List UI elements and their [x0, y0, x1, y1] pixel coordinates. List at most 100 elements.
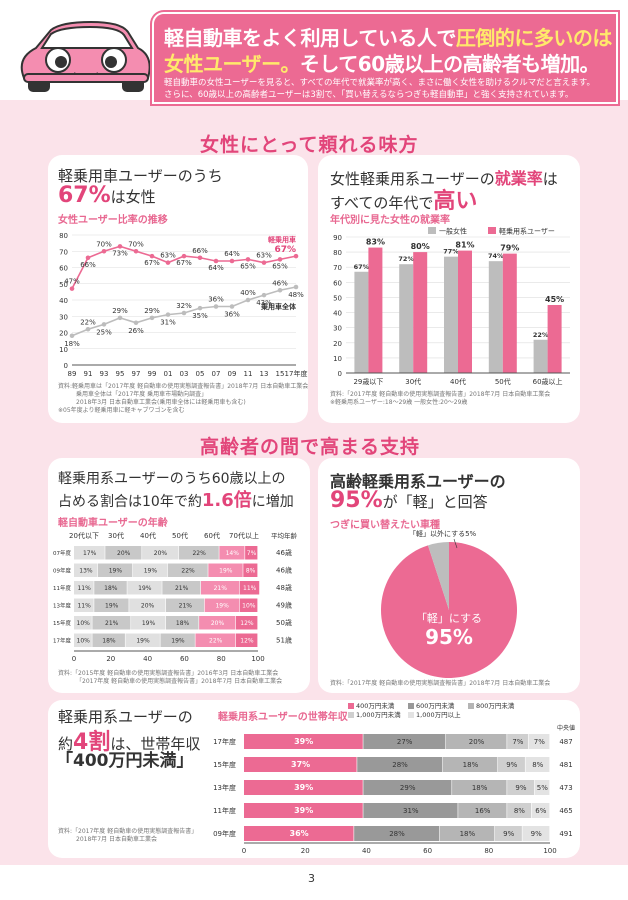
segment-label: 18%: [463, 761, 479, 769]
card5-source: 資料:「2017年度 軽自動車の使用実態調査報告書」 2018年7月 日本自動車…: [58, 828, 197, 844]
series-end-label: 軽乗用車: [268, 235, 296, 244]
data-label: 36%: [224, 311, 240, 319]
segment-label: 22%: [181, 568, 195, 575]
segment-label: 28%: [389, 830, 405, 838]
segment-label: 19%: [142, 620, 156, 627]
stack-segment: [363, 734, 446, 749]
data-point: [117, 315, 123, 321]
card-employment: 女性軽乗用系ユーザーの就業率は すべての年代で高い 年代別に見た女性の就業率 0…: [318, 155, 580, 423]
data-label: 36%: [208, 296, 224, 304]
banner-line2-b: そして60歳以上の高齢者も増加。: [299, 52, 600, 76]
segment-label: 8%: [514, 807, 525, 815]
banner-line2-a: 女性ユーザー。: [164, 52, 300, 76]
data-label: 66%: [80, 261, 96, 269]
stack-segment: [534, 780, 550, 795]
stack-segment: [200, 581, 239, 595]
segment-label: 19%: [109, 568, 123, 575]
stack-segment: [92, 633, 125, 647]
data-label: 80%: [411, 242, 430, 251]
segment-label: 13%: [79, 568, 93, 575]
data-label: 43%: [256, 299, 272, 307]
bar: [533, 339, 548, 373]
card1-title-b: は女性: [110, 188, 156, 206]
stack-segment: [363, 803, 458, 818]
y-tick-label: 40: [59, 297, 68, 305]
segment-label: 22%: [192, 550, 206, 557]
legend-label: 一般女性: [439, 227, 467, 236]
data-point: [165, 260, 171, 265]
x-tick-label: 93: [100, 370, 109, 378]
x-tick-label: 60歳以上: [533, 377, 563, 386]
segment-label: 18%: [176, 620, 190, 627]
card2-title-b: 就業率: [494, 169, 543, 188]
card5-subtitle: 軽乗用系ユーザーの世帯年収: [218, 712, 348, 723]
data-label: 18%: [64, 340, 80, 348]
data-label: 70%: [96, 240, 112, 248]
x-tick-label: 40: [362, 847, 371, 855]
leader-line: [453, 538, 458, 549]
stack-segment: [105, 546, 142, 560]
stack-segment: [92, 616, 131, 630]
pie-label: 「軽」以外にする5%: [409, 529, 477, 538]
y-tick-label: 20: [333, 340, 342, 348]
segment-label: 12%: [240, 638, 254, 645]
y-tick-label: 0: [338, 370, 342, 378]
data-label: 47%: [64, 278, 80, 286]
data-label: 31%: [160, 319, 176, 327]
bar: [444, 256, 458, 373]
card-income: 軽乗用系ユーザーの 約4割は、世帯年収 「400万円未満」 軽乗用系ユーザーの世…: [48, 700, 580, 858]
segment-label: 18%: [460, 830, 476, 838]
line-chart-female-ratio: 0 10 20 30 40 50 60 70 80 89 91 93 95 97 99 01 03 05 07 09 1…: [59, 232, 307, 378]
card2-source: 資料:「2017年度 軽自動車の使用実態調査報告書」2018年7月 日本自動車工…: [330, 391, 550, 407]
row-label: 15年度: [213, 760, 236, 769]
data-point: [149, 253, 155, 259]
card-next-car: 高齢軽乗用系ユーザーの 95%が「軽」と回答 つぎに買い替えたい車種 「軽」以外…: [318, 458, 580, 693]
median-value: 473: [559, 784, 572, 792]
stack-segment: [74, 616, 92, 630]
row-label: 07年度: [53, 549, 71, 557]
card4-source: 資料:「2017年度 軽自動車の使用実態調査報告書」2018年7月 日本自動車工…: [330, 680, 551, 687]
stack-segment: [97, 563, 133, 577]
segment-label: 10%: [242, 603, 256, 610]
column-label: 70代以上: [229, 531, 259, 540]
stack-segment: [494, 826, 522, 841]
data-label: 63%: [160, 252, 176, 260]
data-point: [149, 315, 155, 321]
data-point: [181, 253, 187, 259]
segment-label: 5%: [537, 784, 548, 792]
stack-segment: [208, 563, 243, 577]
bar: [399, 264, 414, 373]
stack-segment: [132, 563, 168, 577]
bar-chart-employment: 0 10 20 30 40 50 60 70 80 90 67% 83% 29歳以下 72% 80% 30代 7…: [333, 227, 570, 386]
card3-title-line2: 占める割合は10年で約1.6倍に増加: [58, 486, 294, 512]
stack-segment: [74, 546, 105, 560]
data-point: [85, 255, 91, 261]
column-label: 60代: [204, 531, 220, 540]
stack-segment: [244, 803, 363, 818]
data-label: 64%: [224, 250, 240, 258]
legend-swatch: [348, 712, 354, 718]
data-point: [277, 257, 283, 262]
data-point: [165, 312, 171, 317]
stack-segment: [94, 598, 129, 612]
x-tick-label: 15: [276, 370, 285, 378]
stack-segment: [166, 598, 205, 612]
bar: [502, 253, 517, 373]
segment-label: 16%: [475, 807, 491, 815]
segment-label: 7%: [534, 738, 545, 746]
stack-segment: [142, 546, 179, 560]
card2-title-line1: 女性軽乗用系ユーザーの就業率は: [330, 165, 558, 189]
pie-center-label: 「軽」にする: [416, 612, 482, 625]
card3-title-c: に増加: [251, 494, 294, 510]
legend-label: 1,000万円以上: [416, 710, 461, 719]
bar: [488, 261, 503, 373]
stack-segment: [507, 803, 532, 818]
source-line: 「2017年度 軽自動車の使用実態調査報告書」2018年7月 日本自動車工業会: [76, 678, 283, 685]
card5-title-a: 軽乗用系ユーザーの: [58, 708, 193, 726]
series-end-value: 67%: [274, 245, 296, 255]
card4-title-line2: 95%が「軽」と回答: [330, 488, 488, 513]
x-tick-label: 0: [72, 655, 76, 663]
segment-label: 20%: [469, 738, 485, 746]
segment-label: 21%: [105, 620, 119, 627]
